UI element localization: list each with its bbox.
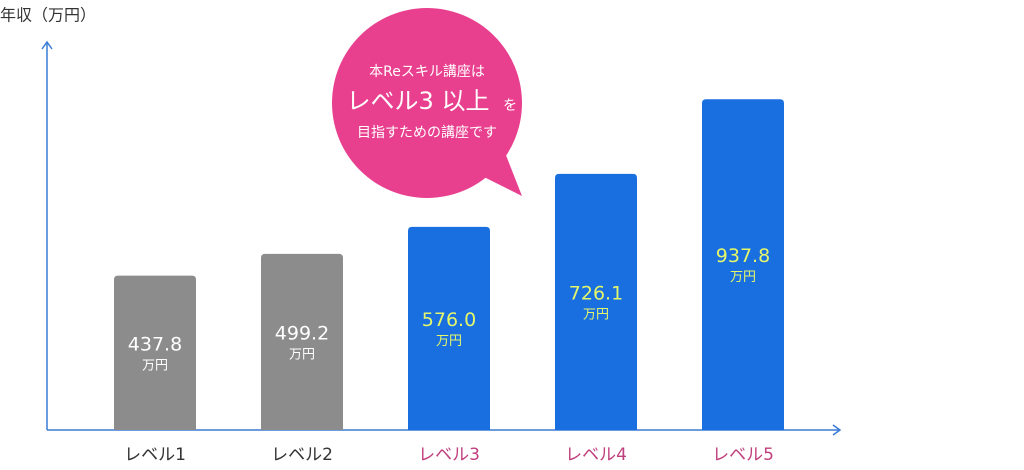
value-unit: 万円 — [583, 307, 609, 322]
value-unit: 万円 — [730, 270, 756, 285]
callout-line1: 本Reスキル講座は — [369, 64, 485, 80]
bar — [261, 253, 343, 430]
y-axis-arrow — [41, 40, 53, 50]
callout-line2: レベル3 以上 — [347, 87, 490, 115]
value-label: 726.1 — [569, 282, 623, 304]
value-unit: 万円 — [289, 347, 315, 362]
callout-line2-suffix: を — [503, 98, 517, 114]
x-tick-label: レベル1 — [124, 445, 186, 465]
value-label: 499.2 — [275, 322, 329, 344]
value-label: 437.8 — [128, 333, 182, 355]
value-label: 937.8 — [716, 245, 770, 267]
y-axis-title: 年収（万円） — [0, 6, 96, 25]
value-unit: 万円 — [142, 358, 168, 373]
callout-bubble — [332, 8, 522, 198]
x-tick-label: レベル5 — [712, 445, 774, 465]
value-unit: 万円 — [436, 334, 462, 349]
bar — [114, 275, 196, 430]
bar — [555, 173, 637, 431]
bar — [408, 226, 490, 430]
x-tick-label: レベル4 — [565, 445, 627, 465]
x-axis-arrow — [832, 424, 842, 436]
callout-line3: 目指すための講座です — [357, 125, 497, 141]
bar — [702, 99, 784, 430]
x-tick-label: レベル2 — [271, 445, 333, 465]
value-label: 576.0 — [422, 309, 476, 331]
x-tick-label: レベル3 — [418, 445, 480, 465]
